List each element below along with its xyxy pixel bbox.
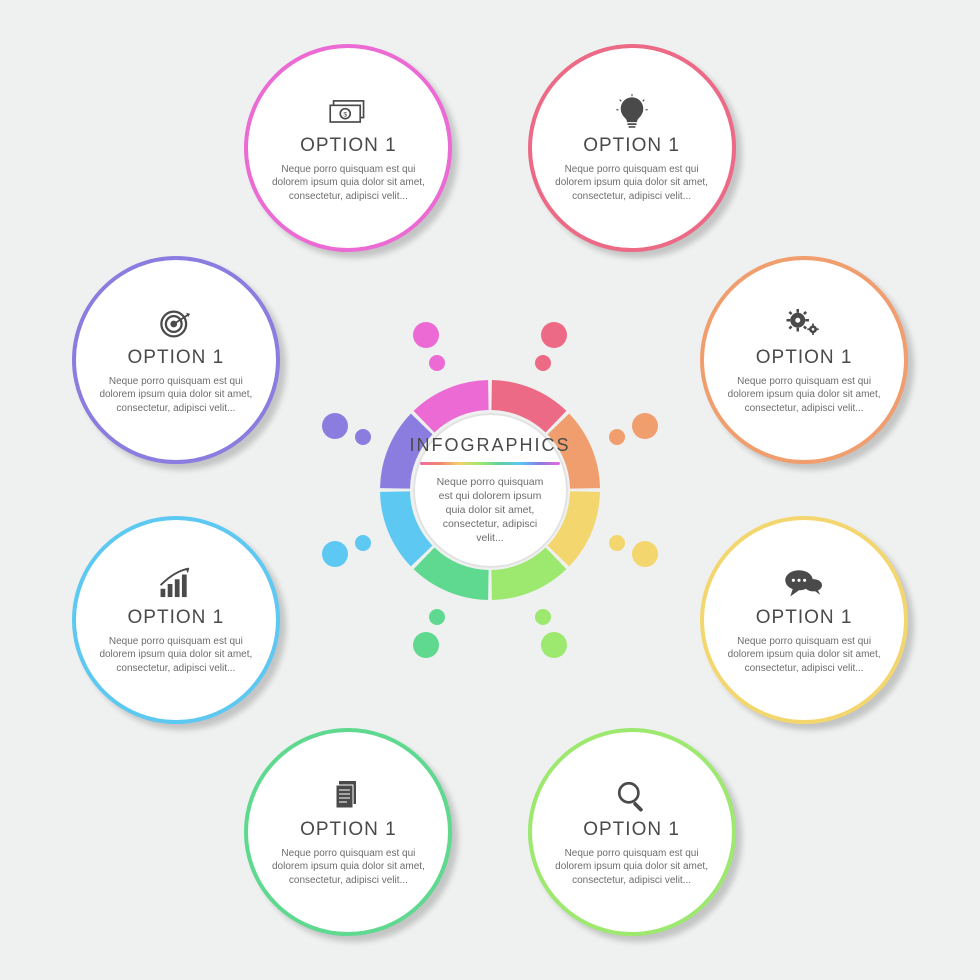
dot-large-4: [413, 632, 439, 658]
dot-small-4: [429, 609, 445, 625]
dot-large-5: [322, 541, 348, 567]
svg-text:$: $: [344, 111, 348, 118]
documents-icon: [332, 777, 364, 815]
option-title-3: OPTION 1: [583, 819, 680, 841]
option-body-6: Neque porro quisquam est qui dolorem ips…: [76, 375, 276, 416]
option-title-7: OPTION 1: [300, 135, 397, 157]
option-title-5: OPTION 1: [128, 607, 225, 629]
option-body-7: Neque porro quisquam est qui dolorem ips…: [248, 163, 448, 204]
dot-small-7: [429, 355, 445, 371]
center-hub: INFOGRAPHICS Neque porro quisquam est qu…: [380, 380, 600, 600]
dot-large-0: [541, 322, 567, 348]
dot-large-2: [632, 541, 658, 567]
option-body-3: Neque porro quisquam est qui dolorem ips…: [532, 847, 732, 888]
dot-small-3: [535, 609, 551, 625]
chart-icon: [157, 565, 195, 603]
option-body-2: Neque porro quisquam est qui dolorem ips…: [704, 635, 904, 676]
dot-small-5: [355, 535, 371, 551]
center-title: INFOGRAPHICS: [410, 435, 571, 456]
center-underline: [420, 462, 560, 465]
option-title-4: OPTION 1: [300, 819, 397, 841]
gears-icon: [784, 305, 824, 343]
option-circle-7: $ OPTION 1 Neque porro quisquam est qui …: [244, 44, 452, 252]
cash-icon: $: [328, 93, 368, 131]
dot-small-1: [609, 429, 625, 445]
dot-small-0: [535, 355, 551, 371]
option-circle-5: OPTION 1 Neque porro quisquam est qui do…: [72, 516, 280, 724]
option-body-1: Neque porro quisquam est qui dolorem ips…: [704, 375, 904, 416]
chat-icon: [784, 565, 824, 603]
magnifier-icon: [615, 777, 649, 815]
option-circle-1: OPTION 1 Neque porro quisquam est qui do…: [700, 256, 908, 464]
dot-large-7: [413, 322, 439, 348]
dot-large-3: [541, 632, 567, 658]
option-circle-6: OPTION 1 Neque porro quisquam est qui do…: [72, 256, 280, 464]
option-circle-3: OPTION 1 Neque porro quisquam est qui do…: [528, 728, 736, 936]
dot-large-1: [632, 413, 658, 439]
option-circle-2: OPTION 1 Neque porro quisquam est qui do…: [700, 516, 908, 724]
target-icon: [158, 305, 194, 343]
infographic-stage: INFOGRAPHICS Neque porro quisquam est qu…: [0, 0, 980, 980]
option-circle-0: OPTION 1 Neque porro quisquam est qui do…: [528, 44, 736, 252]
option-title-1: OPTION 1: [756, 347, 853, 369]
lightbulb-icon: [614, 93, 650, 131]
option-body-5: Neque porro quisquam est qui dolorem ips…: [76, 635, 276, 676]
option-title-6: OPTION 1: [128, 347, 225, 369]
dot-small-6: [355, 429, 371, 445]
option-body-0: Neque porro quisquam est qui dolorem ips…: [532, 163, 732, 204]
option-title-0: OPTION 1: [583, 135, 680, 157]
option-title-2: OPTION 1: [756, 607, 853, 629]
dot-large-6: [322, 413, 348, 439]
option-circle-4: OPTION 1 Neque porro quisquam est qui do…: [244, 728, 452, 936]
center-body: Neque porro quisquam est qui dolorem ips…: [413, 475, 568, 546]
dot-small-2: [609, 535, 625, 551]
option-body-4: Neque porro quisquam est qui dolorem ips…: [248, 847, 448, 888]
center-disc: INFOGRAPHICS Neque porro quisquam est qu…: [413, 413, 568, 568]
